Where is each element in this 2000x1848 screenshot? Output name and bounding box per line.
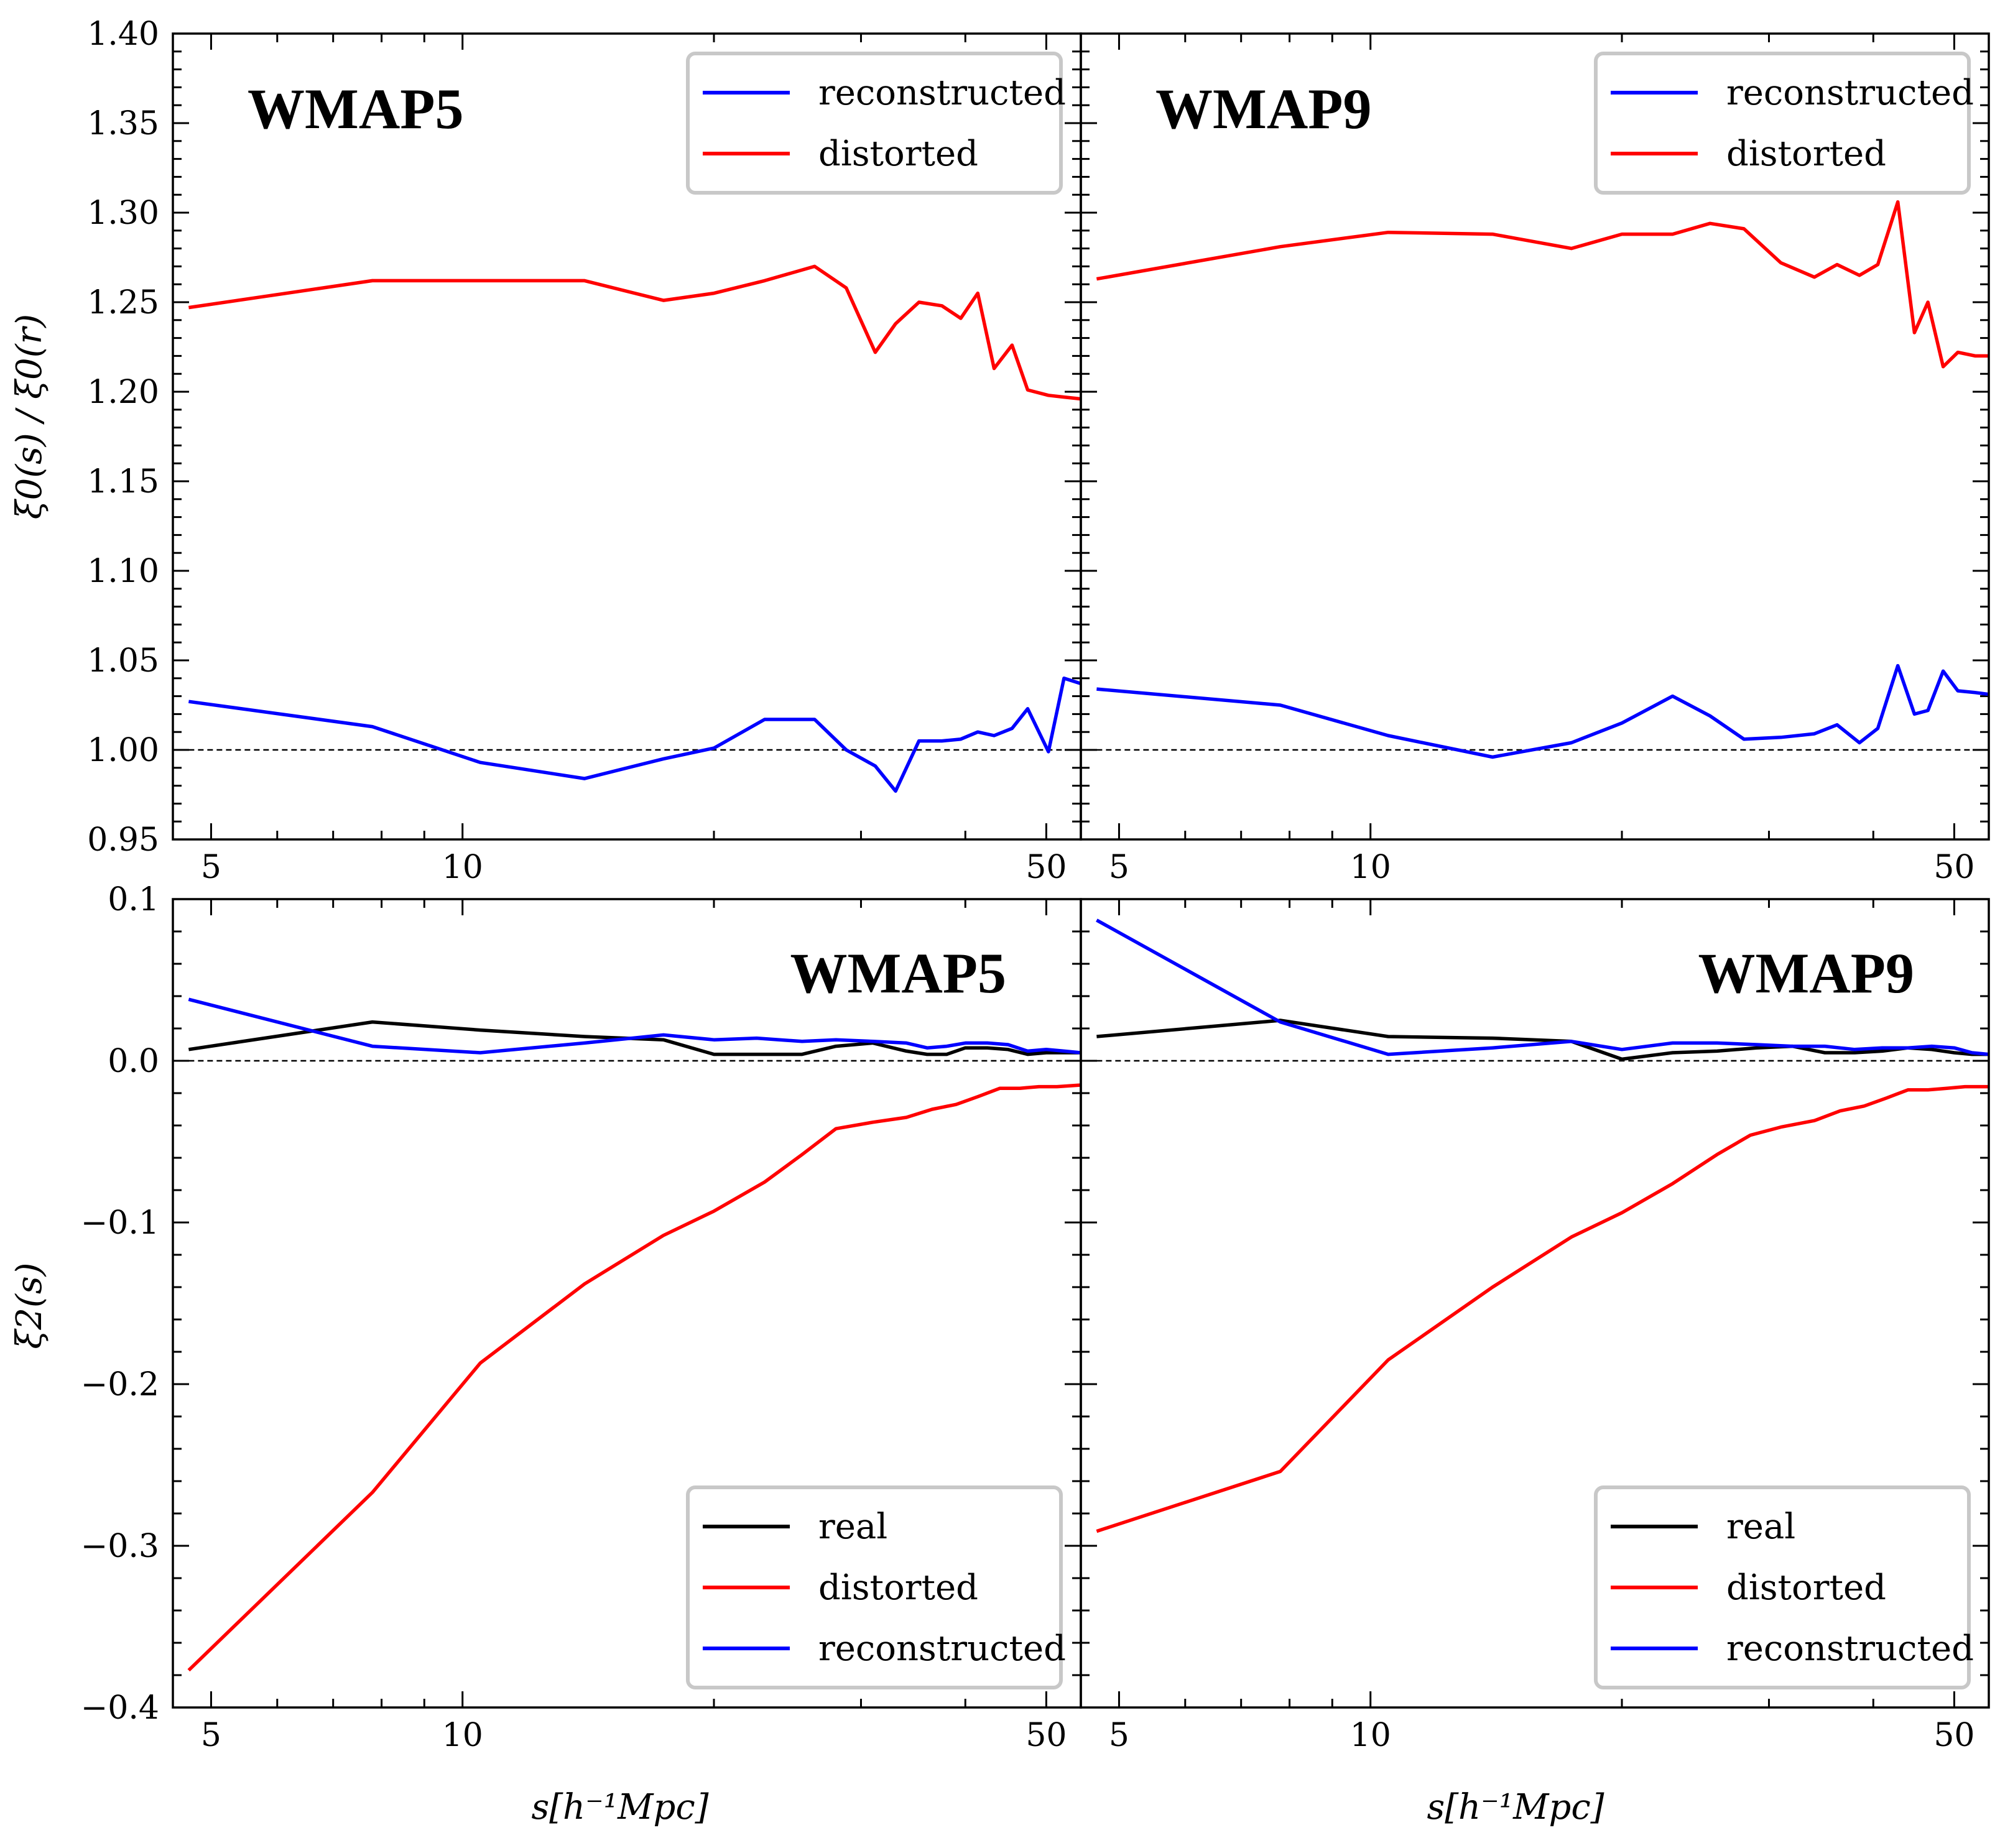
x-axis-label-left: s[h⁻¹Mpc]: [531, 1787, 708, 1827]
plot-frame: [1080, 32, 1990, 841]
series-reconstructed-line: [1096, 918, 1989, 1056]
legend: reconstructed distorted: [686, 52, 1066, 195]
y-tick-label: 1.25: [87, 284, 159, 321]
y-tick-label: −0.4: [81, 1689, 159, 1727]
series-real-line: [188, 1020, 1081, 1056]
y-tick-label: 0.0: [108, 1043, 159, 1080]
y-axis-label-top: ξ0(s) / ξ0(r): [9, 314, 50, 519]
y-tick-label: 1.35: [87, 105, 159, 142]
series-distorted-line: [187, 1083, 1081, 1672]
legend-label-reconstructed: reconstructed: [818, 1629, 1066, 1669]
legend-label-distorted: distorted: [1726, 134, 1886, 174]
x-tick-label: 5: [1109, 1717, 1129, 1754]
panel-top-left: 5 10 50 0.95 1.00 1.05 1.10 1.15 1.20 1.25 1.30 1.3…: [87, 16, 1082, 886]
series-distorted-line: [188, 264, 1081, 401]
y-tick-label: 1.00: [87, 732, 159, 769]
y-tick-label: −0.1: [81, 1204, 159, 1242]
y-tick-label: −0.2: [81, 1366, 159, 1403]
y-tick-label: 1.40: [87, 16, 159, 53]
legend-box: [1594, 1485, 1971, 1689]
panel-title: WMAP5: [248, 77, 463, 141]
x-axis-label-right: s[h⁻¹Mpc]: [1427, 1787, 1604, 1827]
series-distorted-line: [1096, 1084, 1989, 1533]
legend-label-reconstructed: reconstructed: [1726, 1629, 1974, 1669]
legend-label-reconstructed: reconstructed: [818, 73, 1066, 113]
x-tick-label: 50: [1025, 1717, 1067, 1754]
x-tick-label: 50: [1933, 1717, 1975, 1754]
legend-label-real: real: [818, 1507, 887, 1547]
y-tick-label: 1.15: [87, 463, 159, 501]
y-tick-label: 0.1: [108, 881, 159, 918]
x-tick-label: 10: [1350, 1717, 1391, 1754]
panel-bottom-left: 5 10 50 −0.4 −0.3 −0.2 −0.1 0.0 0.1 WMAP5 real dist…: [81, 881, 1082, 1754]
y-tick-label: 1.30: [87, 195, 159, 232]
legend-box: [686, 52, 1063, 195]
y-tick-label: 1.20: [87, 374, 159, 411]
x-tick-label: 10: [442, 1717, 483, 1754]
legend-box: [1594, 52, 1971, 195]
x-tick-label: 5: [201, 849, 221, 886]
legend-box: [686, 1485, 1063, 1689]
x-tick-label: 5: [1109, 849, 1129, 886]
x-tick-label: 50: [1025, 849, 1067, 886]
plot-frame: [1080, 898, 1990, 1709]
legend-label-distorted: distorted: [1726, 1568, 1886, 1608]
x-tick-label: 10: [442, 849, 483, 886]
legend-label-distorted: distorted: [818, 1568, 978, 1608]
y-axis-label-bottom: ξ2(s): [9, 1263, 50, 1349]
panel-bottom-right: 5 10 50 WMAP9 real distorted reconstructed: [1080, 898, 1990, 1754]
x-tick-label: 50: [1933, 849, 1975, 886]
panels: 5 10 50 0.95 1.00 1.05 1.10 1.15 1.20 1.25 1.30 1.3…: [81, 16, 1990, 1754]
panel-title: WMAP5: [790, 941, 1006, 1005]
y-tick-label: 0.95: [87, 821, 159, 859]
series-real-line: [1096, 1019, 1989, 1061]
legend-label-reconstructed: reconstructed: [1726, 73, 1974, 113]
legend: real distorted reconstructed: [686, 1485, 1066, 1689]
series-reconstructed-line: [1096, 663, 1989, 759]
series-reconstructed-line: [188, 997, 1081, 1055]
legend-label-real: real: [1726, 1507, 1795, 1547]
legend-label-distorted: distorted: [818, 134, 978, 174]
legend: real distorted reconstructed: [1594, 1485, 1974, 1689]
y-tick-label: 1.05: [87, 642, 159, 680]
y-tick-label: −0.3: [81, 1528, 159, 1565]
series-reconstructed-line: [188, 677, 1081, 793]
panel-title: WMAP9: [1155, 77, 1371, 141]
y-tick-label: 1.10: [87, 553, 159, 590]
series-distorted-line: [1096, 200, 1989, 369]
panel-title: WMAP9: [1698, 941, 1914, 1005]
x-tick-label: 5: [201, 1717, 221, 1754]
panel-top-right: 5 10 50 WMAP9 reconstructed distorted: [1080, 32, 1990, 886]
x-tick-label: 10: [1350, 849, 1391, 886]
legend: reconstructed distorted: [1594, 52, 1974, 195]
